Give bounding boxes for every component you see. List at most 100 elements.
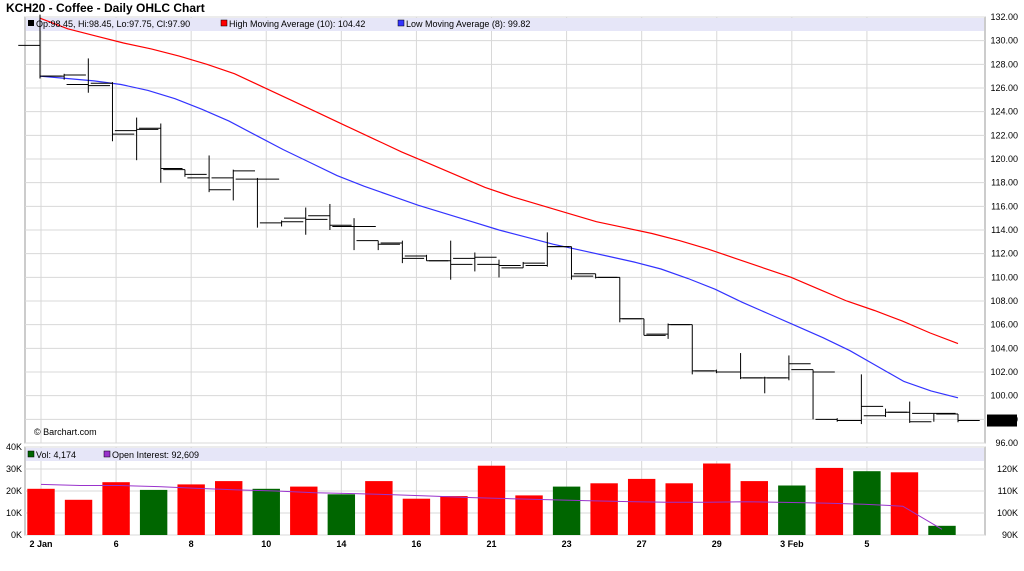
ohlc-bar bbox=[767, 355, 811, 381]
x-tick-label: 16 bbox=[411, 539, 421, 549]
ohlc-bar bbox=[936, 413, 980, 423]
x-tick-label: 29 bbox=[712, 539, 722, 549]
open-interest-line bbox=[40, 483, 943, 530]
ohlc-bar bbox=[283, 207, 328, 235]
ohlc-bar bbox=[139, 123, 183, 183]
volume-bar bbox=[402, 498, 431, 535]
ohlc-bar bbox=[839, 374, 884, 425]
volume-y-tick-label: 10K bbox=[6, 508, 22, 518]
ohlc-legend-text: Op:98.45, Hi:98.45, Lo:97.75, Cl:97.90 bbox=[36, 19, 190, 29]
x-tick-label: 14 bbox=[336, 539, 346, 549]
open-interest-legend-swatch bbox=[103, 450, 111, 458]
volume-panel: 0K 10K 20K 30K 40K 90K 100K 110K 120K 2 Jan 6 8 10 14… bbox=[6, 442, 1018, 549]
price-y-tick-label: 116.00 bbox=[991, 201, 1018, 211]
ohlc-bar bbox=[114, 117, 159, 161]
volume-y-tick-label: 30K bbox=[6, 464, 22, 474]
price-y-tick-label: 112.00 bbox=[991, 249, 1018, 259]
ohlc-bar bbox=[428, 240, 473, 280]
ohlc-bar bbox=[791, 369, 835, 420]
price-panel: 96.0098.00100.00102.00104.00106.00108.00… bbox=[18, 12, 1018, 448]
ohlc-bar bbox=[163, 169, 207, 177]
volume-bar bbox=[27, 488, 55, 535]
high-ma-legend-swatch bbox=[220, 19, 228, 27]
volume-bar bbox=[778, 485, 806, 535]
volume-bar bbox=[703, 463, 731, 535]
volume-y-tick-label: 40K bbox=[6, 442, 22, 452]
price-y-tick-label: 128.00 bbox=[990, 59, 1018, 69]
price-y-tick-label: 120.00 bbox=[990, 154, 1018, 164]
price-legend-band bbox=[26, 18, 984, 31]
ohlc-bar bbox=[42, 73, 86, 80]
ohlc-bar bbox=[187, 155, 231, 193]
x-tick-label: 23 bbox=[562, 539, 572, 549]
open-interest-y-tick-label: 90K bbox=[1002, 530, 1018, 540]
volume-bar bbox=[64, 499, 93, 535]
x-tick-label: 2 Jan bbox=[29, 539, 52, 549]
price-y-tick-label: 104.00 bbox=[990, 343, 1018, 353]
volume-bar bbox=[477, 465, 506, 535]
x-tick-label: 6 bbox=[114, 539, 119, 549]
barchart-credit: © Barchart.com bbox=[34, 427, 97, 437]
price-y-tick-label: 122.00 bbox=[990, 130, 1018, 140]
open-interest-y-tick-label: 110K bbox=[998, 486, 1018, 496]
last-price-label: 97.90 bbox=[989, 416, 1012, 426]
volume-bar bbox=[665, 483, 693, 535]
low-ma-legend-swatch bbox=[397, 19, 405, 27]
volume-bar bbox=[928, 525, 956, 535]
volume-bar bbox=[290, 486, 318, 535]
volume-bar bbox=[740, 481, 768, 535]
price-y-tick-label: 108.00 bbox=[990, 296, 1018, 306]
ohlc-bar bbox=[912, 412, 956, 422]
volume-legend-band bbox=[26, 448, 984, 461]
ohlc-bar bbox=[453, 252, 497, 272]
low-moving-average-line bbox=[39, 75, 959, 399]
volume-bar bbox=[853, 471, 881, 535]
volume-bar bbox=[552, 486, 581, 535]
volume-bar bbox=[102, 482, 130, 535]
ohlc-bar bbox=[259, 220, 304, 227]
open-interest-y-tick-label: 120K bbox=[997, 464, 1018, 474]
price-y-tick-label: 100.00 bbox=[990, 391, 1018, 401]
volume-bar bbox=[440, 496, 468, 535]
volume-bar bbox=[365, 481, 393, 535]
low-ma-legend-text: Low Moving Average (8): 99.82 bbox=[406, 19, 530, 29]
high-ma-legend-text: High Moving Average (10): 104.42 bbox=[229, 19, 365, 29]
price-y-tick-label: 130.00 bbox=[990, 36, 1018, 46]
ohlc-bar bbox=[549, 246, 594, 280]
ohlc-bar bbox=[356, 240, 400, 251]
ohlc-bar bbox=[66, 58, 111, 93]
price-y-tick-label: 110.00 bbox=[991, 272, 1018, 282]
volume-bar bbox=[627, 478, 656, 535]
price-y-tick-label: 96.00 bbox=[995, 438, 1018, 448]
price-y-tick-label: 132.00 bbox=[990, 12, 1018, 22]
ohlc-bar bbox=[477, 259, 521, 278]
ohlc-bar bbox=[90, 82, 135, 142]
x-tick-label: 21 bbox=[486, 539, 496, 549]
high-moving-average-line bbox=[39, 17, 959, 345]
volume-bar bbox=[890, 472, 919, 535]
volume-bar bbox=[252, 488, 280, 535]
ohlc-bar bbox=[235, 177, 280, 228]
volume-bar bbox=[815, 467, 844, 535]
open-interest-y-tick-label: 100K bbox=[997, 508, 1018, 518]
price-y-tick-label: 106.00 bbox=[990, 320, 1018, 330]
x-tick-label: 5 bbox=[864, 539, 869, 549]
chart-title: KCH20 - Coffee - Daily OHLC Chart bbox=[6, 1, 205, 15]
volume-bar bbox=[177, 484, 205, 535]
price-y-tick-label: 102.00 bbox=[990, 367, 1018, 377]
ohlc-bar bbox=[380, 240, 425, 264]
x-tick-label: 3 Feb bbox=[780, 539, 804, 549]
volume-legend-text: Vol: 4,174 bbox=[36, 450, 76, 460]
ohlc-bar bbox=[332, 218, 376, 251]
price-y-tick-label: 126.00 bbox=[990, 83, 1018, 93]
volume-legend-swatch bbox=[27, 450, 35, 458]
volume-bar bbox=[590, 483, 618, 535]
ohlc-bar bbox=[211, 169, 256, 201]
volume-bar bbox=[327, 494, 356, 535]
last-price-box bbox=[987, 414, 1017, 427]
volume-y-tick-label: 0K bbox=[11, 530, 22, 540]
ohlc-bar bbox=[308, 203, 352, 230]
ohlc-bar bbox=[622, 318, 666, 336]
volume-y-tick-label: 20K bbox=[6, 486, 22, 496]
